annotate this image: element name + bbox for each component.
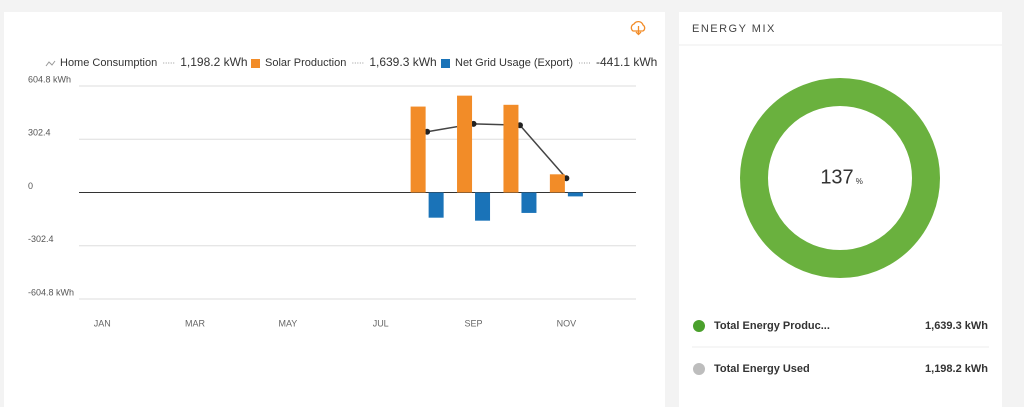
legend-total: 1,198.2 kWh (180, 55, 247, 69)
y-tick-label: 0 (28, 181, 33, 191)
legend-icon (251, 59, 260, 68)
mix-label: Total Energy Produc... (714, 320, 830, 332)
x-tick-label: SEP (465, 318, 483, 328)
y-tick-label: 604.8 kWh (28, 74, 71, 84)
panel-title: ENERGY MIX (692, 23, 776, 35)
legend-total: -441.1 kWh (596, 55, 657, 69)
bar (475, 192, 491, 221)
legend-icon (693, 320, 705, 332)
donut-ring (740, 78, 940, 278)
line (426, 123, 567, 179)
y-tick-label: 302.4 (28, 128, 51, 138)
legend-icon (45, 60, 56, 67)
bar (549, 174, 565, 193)
legend-label: Home Consumption (60, 57, 157, 69)
chart-card (4, 12, 665, 407)
bar (503, 104, 519, 193)
bar (428, 192, 444, 218)
legend-icon (693, 363, 705, 375)
y-tick-label: -302.4 (28, 234, 54, 244)
mix-value: 1,198.2 kWh (925, 363, 988, 375)
legend-icon (441, 59, 450, 68)
legend-total: 1,639.3 kWh (369, 55, 436, 69)
x-tick-label: MAY (278, 318, 297, 328)
legend-label: Net Grid Usage (Export) (455, 57, 573, 69)
legend-item[interactable]: Net Grid Usage (Export) -441.1 kWh (441, 55, 657, 69)
download-icon[interactable] (630, 20, 646, 36)
donut-unit: % (856, 177, 863, 186)
bar (521, 192, 537, 213)
donut-value: 137 (820, 166, 853, 188)
x-tick-label: NOV (557, 318, 577, 328)
y-tick-label: -604.8 kWh (28, 287, 74, 297)
legend-item[interactable]: Home Consumption 1,198.2 kWh (45, 55, 248, 69)
x-tick-label: MAR (185, 318, 206, 328)
mix-label: Total Energy Used (714, 363, 810, 375)
x-tick-label: JUL (373, 318, 389, 328)
legend-item[interactable]: Solar Production 1,639.3 kWh (251, 55, 437, 69)
x-tick-label: JAN (94, 318, 111, 328)
energy-mix-card (679, 12, 1002, 407)
bar (457, 95, 473, 193)
legend-label: Solar Production (265, 57, 346, 69)
mix-value: 1,639.3 kWh (925, 320, 988, 332)
bar (567, 192, 583, 197)
bar (410, 106, 426, 193)
